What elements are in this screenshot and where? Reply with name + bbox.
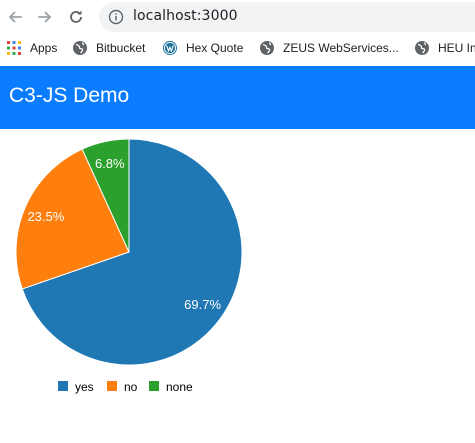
chart-legend: yes no none xyxy=(58,380,193,394)
legend-label-yes: yes xyxy=(75,380,94,394)
bookmark-label: Bitbucket xyxy=(96,41,146,55)
pie-slice-yes[interactable] xyxy=(21,138,243,366)
bookmark-label: Hex Quote xyxy=(186,41,244,55)
apps-grid-icon xyxy=(7,41,21,55)
forward-button[interactable] xyxy=(33,5,57,29)
page-title: C3-JS Demo xyxy=(9,84,130,107)
wordpress-icon xyxy=(163,41,177,55)
bookmark-bitbucket[interactable]: Bitbucket xyxy=(72,34,145,62)
globe-icon xyxy=(260,41,274,55)
back-button[interactable] xyxy=(3,5,27,29)
globe-icon xyxy=(415,41,429,55)
bookmark-label: ZEUS WebServices... xyxy=(283,41,399,55)
bookmark-heu[interactable]: HEU Int xyxy=(414,34,475,62)
globe-icon xyxy=(73,41,87,55)
info-icon[interactable] xyxy=(108,9,124,25)
pie-label-none: 6.8% xyxy=(95,156,125,171)
pie-slice-no[interactable] xyxy=(15,148,130,290)
legend-item-yes[interactable]: yes xyxy=(58,380,94,394)
bookmark-label: Apps xyxy=(30,41,58,55)
pie-label-yes: 69.7% xyxy=(184,297,221,312)
bookmark-apps[interactable]: Apps xyxy=(6,34,57,62)
bookmark-zeus[interactable]: ZEUS WebServices... xyxy=(259,34,399,62)
bookmarks-bar: Apps Bitbucket Hex Quote ZEUS WebService… xyxy=(0,34,475,62)
browser-toolbar: localhost:3000 xyxy=(0,0,475,34)
bookmark-hex-quote[interactable]: Hex Quote xyxy=(162,34,243,62)
legend-label-no: no xyxy=(124,380,138,394)
address-bar[interactable]: localhost:3000 xyxy=(99,2,475,32)
pie-slice-none[interactable] xyxy=(81,138,130,253)
bookmark-label: HEU Int xyxy=(438,41,475,55)
app-header: C3-JS Demo xyxy=(0,66,475,129)
legend-item-no[interactable]: no xyxy=(107,380,138,394)
pie-chart: 69.7% 23.5% 6.8% yes no none xyxy=(15,138,243,394)
pie-slices xyxy=(15,138,243,366)
url-text[interactable]: localhost:3000 xyxy=(133,8,238,24)
legend-swatch-none xyxy=(149,381,159,391)
legend-item-none[interactable]: none xyxy=(149,380,193,394)
pie-label-no: 23.5% xyxy=(27,209,64,224)
legend-swatch-yes xyxy=(58,381,68,391)
legend-swatch-no xyxy=(107,381,117,391)
arrow-right-icon xyxy=(38,11,52,23)
reload-icon xyxy=(70,10,82,23)
arrow-left-icon xyxy=(8,11,22,23)
reload-button[interactable] xyxy=(64,5,88,29)
pie-labels: 69.7% 23.5% 6.8% xyxy=(27,156,221,312)
legend-label-none: none xyxy=(166,380,193,394)
